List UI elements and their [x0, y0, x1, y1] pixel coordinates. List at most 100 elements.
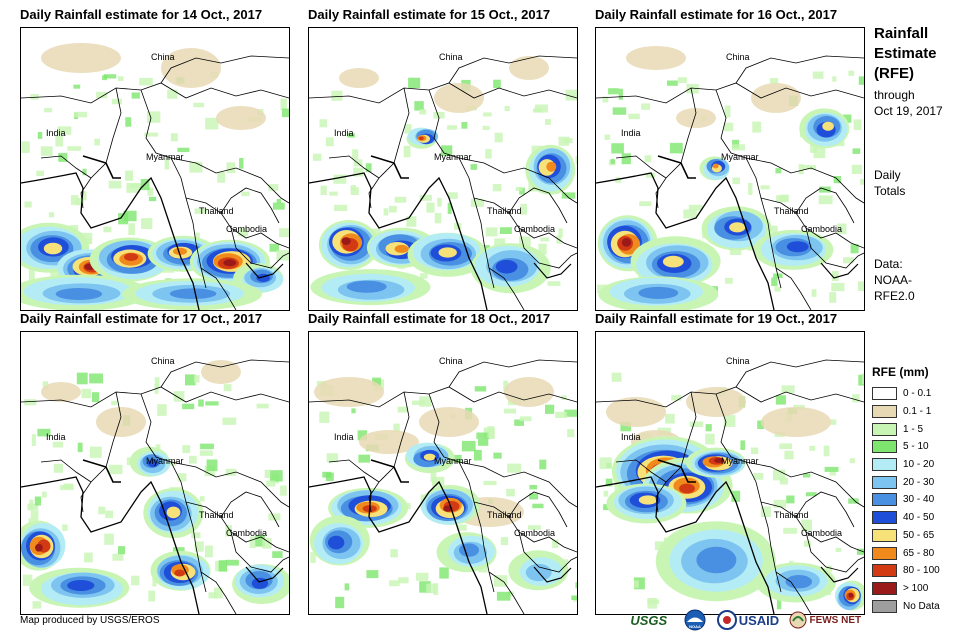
map-label-india: India — [46, 432, 66, 442]
rainfall-map: China India Myanmar Thailand Cambodia — [308, 331, 578, 615]
legend-swatch — [872, 493, 897, 507]
legend-label: 10 - 20 — [903, 459, 935, 471]
map-label-china: China — [439, 52, 463, 62]
legend-item: 65 - 80 — [872, 544, 964, 562]
legend-item: 0.1 - 1 — [872, 403, 964, 421]
map-label-china: China — [439, 356, 463, 366]
sidebar-title-line1: Rainfall — [874, 25, 929, 42]
map-label-cambodia: Cambodia — [801, 528, 843, 538]
legend-swatch — [872, 581, 897, 595]
legend-swatch — [872, 528, 897, 542]
fews-net-logo: FEWS NET — [789, 609, 862, 631]
map-label-thailand: Thailand — [487, 206, 522, 216]
map-label-thailand: Thailand — [774, 510, 809, 520]
sidebar-title-line3: (RFE) — [874, 65, 914, 82]
legend-swatch — [872, 475, 897, 489]
rainfall-map: China India Myanmar Thailand Cambodia — [20, 27, 290, 311]
panel-title: Daily Rainfall estimate for 14 Oct., 201… — [20, 7, 263, 22]
legend-swatch — [872, 387, 897, 401]
noaa-logo: NOAA — [683, 609, 707, 631]
map-label-china: China — [151, 52, 175, 62]
rainfall-map: China India Myanmar Thailand Cambodia — [20, 331, 290, 615]
legend-label: 5 - 10 — [903, 441, 929, 453]
panel-title: Daily Rainfall estimate for 15 Oct., 201… — [308, 7, 551, 22]
legend-item: 50 - 65 — [872, 527, 964, 545]
legend-item: 5 - 10 — [872, 438, 964, 456]
legend-items: 0 - 0.1 0.1 - 1 1 - 5 5 - 10 10 - 20 20 - 30 3… — [872, 385, 964, 615]
legend-item: No Data — [872, 597, 964, 615]
rainfall-map: China India Myanmar Thailand Cambodia — [595, 27, 865, 311]
legend-label: 80 - 100 — [903, 565, 940, 577]
usaid-logo: USAID — [713, 609, 782, 631]
svg-text:NOAA: NOAA — [689, 624, 701, 629]
legend-label: 1 - 5 — [903, 423, 924, 435]
sidebar-totals: Totals — [874, 184, 906, 198]
map-label-cambodia: Cambodia — [801, 224, 843, 234]
sidebar-through: through — [874, 88, 915, 102]
map-label-cambodia: Cambodia — [514, 528, 556, 538]
legend-item: 0 - 0.1 — [872, 385, 964, 403]
legend-swatch — [872, 546, 897, 560]
legend-label: 0.1 - 1 — [903, 406, 932, 418]
sidebar-date: Oct 19, 2017 — [874, 104, 943, 118]
map-label-myanmar: Myanmar — [434, 152, 472, 162]
legend-label: 40 - 50 — [903, 512, 935, 524]
map-label-myanmar: Myanmar — [434, 456, 472, 466]
map-label-india: India — [46, 128, 66, 138]
legend-item: 1 - 5 — [872, 420, 964, 438]
legend-swatch — [872, 422, 897, 436]
legend-label: 50 - 65 — [903, 529, 935, 541]
legend-swatch — [872, 564, 897, 578]
map-label-cambodia: Cambodia — [226, 224, 268, 234]
map-label-india: India — [334, 432, 354, 442]
legend-swatch — [872, 458, 897, 472]
map-label-myanmar: Myanmar — [146, 152, 184, 162]
map-label-thailand: Thailand — [487, 510, 522, 520]
rainfall-map: China India Myanmar Thailand Cambodia — [308, 27, 578, 311]
legend-item: 80 - 100 — [872, 562, 964, 580]
legend-label: 20 - 30 — [903, 476, 935, 488]
map-label-china: China — [151, 356, 175, 366]
sidebar-data-source1: NOAA- — [874, 273, 913, 287]
map-label-china: China — [726, 52, 750, 62]
legend-swatch — [872, 599, 897, 613]
legend-item: > 100 — [872, 580, 964, 598]
legend-label: 65 - 80 — [903, 547, 935, 559]
legend-swatch — [872, 511, 897, 525]
map-label-myanmar: Myanmar — [146, 456, 184, 466]
logo-strip: USGS NOAA USAID FEWS NET — [620, 606, 862, 634]
map-label-thailand: Thailand — [774, 206, 809, 216]
legend-item: 30 - 40 — [872, 491, 964, 509]
map-label-cambodia: Cambodia — [226, 528, 268, 538]
rainfall-map: China India Myanmar Thailand Cambodia — [595, 331, 865, 615]
map-label-thailand: Thailand — [199, 206, 234, 216]
sidebar-title: Rainfall Estimate (RFE) — [874, 24, 937, 84]
panel-title: Daily Rainfall estimate for 19 Oct., 201… — [595, 311, 838, 326]
panel-title: Daily Rainfall estimate for 16 Oct., 201… — [595, 7, 838, 22]
legend-swatch — [872, 405, 897, 419]
map-label-myanmar: Myanmar — [721, 456, 759, 466]
map-label-cambodia: Cambodia — [514, 224, 556, 234]
map-label-india: India — [334, 128, 354, 138]
legend-swatch — [872, 440, 897, 454]
panel-title: Daily Rainfall estimate for 17 Oct., 201… — [20, 311, 263, 326]
map-label-myanmar: Myanmar — [721, 152, 759, 162]
panel-title: Daily Rainfall estimate for 18 Oct., 201… — [308, 311, 551, 326]
sidebar-data-label: Data: — [874, 257, 903, 271]
legend-label: > 100 — [903, 582, 929, 594]
legend-label: 0 - 0.1 — [903, 388, 932, 400]
map-label-china: China — [726, 356, 750, 366]
legend-item: 10 - 20 — [872, 456, 964, 474]
sidebar-data-source2: RFE2.0 — [874, 289, 915, 303]
map-label-india: India — [621, 432, 641, 442]
sidebar-daily: Daily — [874, 168, 901, 182]
legend-label: 30 - 40 — [903, 494, 935, 506]
legend-item: 40 - 50 — [872, 509, 964, 527]
credit-text: Map produced by USGS/EROS — [20, 615, 160, 626]
legend-title: RFE (mm) — [872, 365, 929, 379]
usgs-logo: USGS — [630, 612, 668, 628]
legend: RFE (mm) 0 - 0.1 0.1 - 1 1 - 5 5 - 10 10 - 2… — [872, 365, 964, 615]
legend-label: No Data — [903, 600, 940, 612]
map-label-thailand: Thailand — [199, 510, 234, 520]
map-label-india: India — [621, 128, 641, 138]
